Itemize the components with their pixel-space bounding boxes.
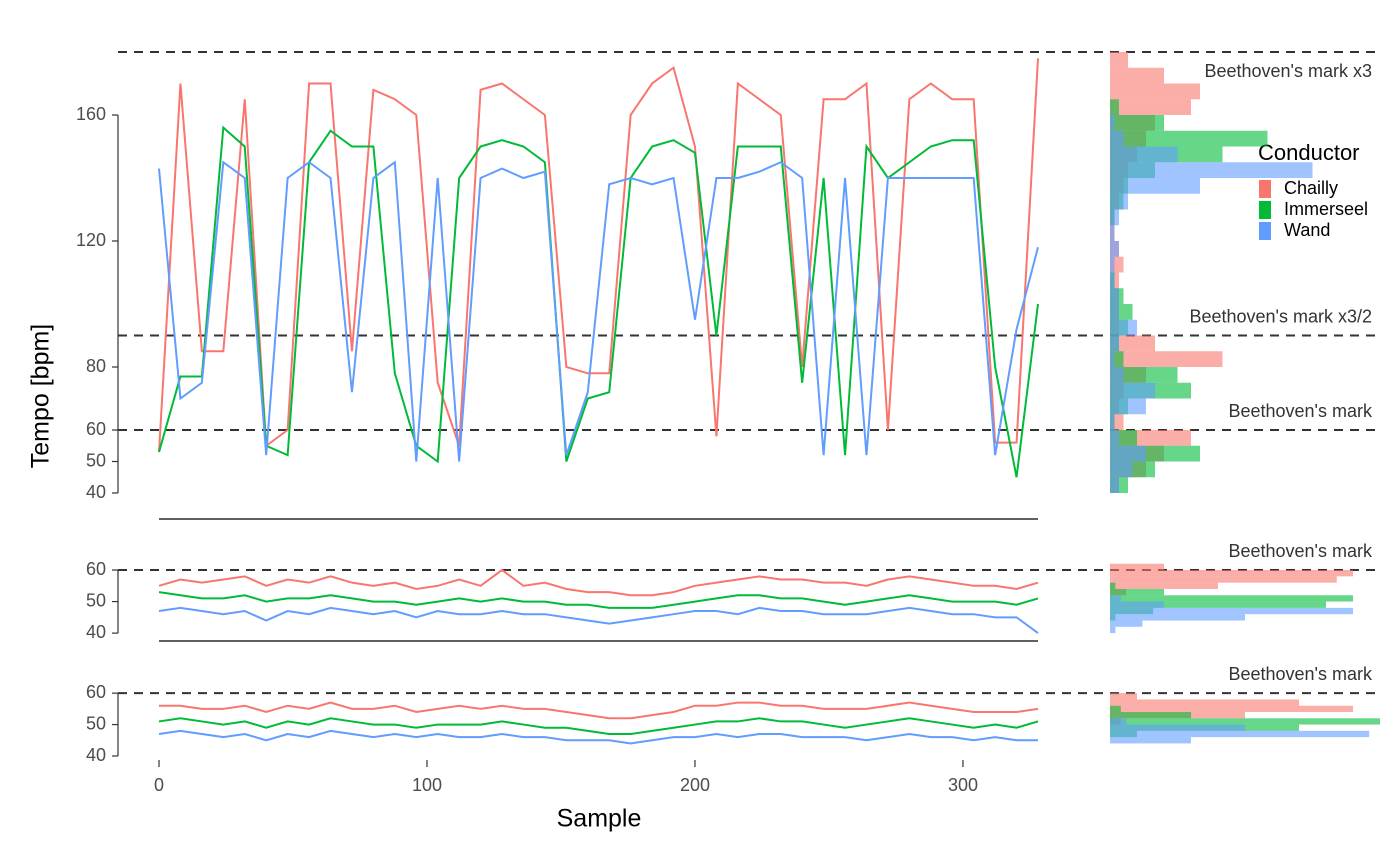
x-tick-label: 100 [412, 775, 442, 795]
histogram-bar [1110, 162, 1313, 178]
histogram-bar [1110, 582, 1218, 589]
data-line [159, 701, 1039, 720]
histogram-bar [1110, 225, 1115, 241]
histogram-bar [1110, 209, 1119, 226]
histogram-bar [1110, 351, 1115, 367]
data-line [158, 160, 1039, 462]
legend-title: Conductor [1258, 140, 1360, 165]
reference-label: Beethoven's mark [1228, 664, 1373, 684]
data-line [158, 591, 1039, 609]
histogram-bar [1110, 445, 1146, 462]
x-tick-label: 0 [154, 775, 164, 795]
y-tick-label: 40 [86, 745, 106, 765]
reference-label: Beethoven's mark [1228, 401, 1373, 421]
histogram-bar [1110, 272, 1115, 289]
histogram-bar [1110, 737, 1191, 744]
x-tick-label: 200 [680, 775, 710, 795]
histogram-bar [1110, 582, 1116, 589]
histogram-bar [1110, 178, 1200, 194]
histogram-bar [1110, 83, 1200, 100]
histogram-bar [1110, 588, 1164, 596]
histogram-bar [1110, 705, 1353, 712]
histogram-bar [1110, 67, 1164, 84]
y-tick-label: 50 [86, 713, 106, 733]
histogram-bar [1110, 614, 1245, 621]
histogram-bar [1110, 335, 1119, 352]
histogram-bar [1110, 115, 1115, 131]
data-line [158, 606, 1039, 634]
histogram-bar [1110, 620, 1143, 627]
histogram-bar [1110, 319, 1137, 336]
data-line [158, 125, 1039, 478]
histogram-bar [1110, 130, 1124, 147]
histogram-bar [1110, 601, 1326, 608]
histogram-bar [1110, 477, 1119, 493]
histogram-bar [1110, 626, 1116, 634]
y-tick-label: 50 [86, 590, 106, 610]
y-tick-label: 60 [86, 559, 106, 579]
reference-label: Beethoven's mark [1228, 541, 1373, 561]
histogram-bar [1110, 461, 1133, 478]
histogram-bar [1110, 241, 1119, 257]
x-tick-label: 300 [948, 775, 978, 795]
legend-label: Chailly [1284, 178, 1338, 198]
histogram-bar [1110, 99, 1191, 115]
histogram-bar [1110, 712, 1191, 719]
histogram-bar [1110, 563, 1164, 571]
legend-swatch [1259, 180, 1271, 198]
histogram-bar [1110, 724, 1245, 731]
histogram-bar [1110, 730, 1370, 738]
histogram-bar [1110, 288, 1119, 304]
histogram-bar [1110, 570, 1353, 577]
histogram-bar [1110, 304, 1119, 320]
histogram-bar [1110, 718, 1380, 725]
histogram-bar [1110, 595, 1353, 602]
reference-label: Beethoven's mark x3/2 [1189, 306, 1372, 326]
histogram-bar [1110, 699, 1299, 706]
histogram-bar [1110, 414, 1115, 430]
histogram-bar [1110, 351, 1223, 367]
data-line [158, 568, 1039, 597]
y-tick-label: 80 [86, 356, 106, 376]
histogram-bar [1110, 367, 1124, 383]
y-tick-label: 50 [86, 450, 106, 470]
histogram-bar [1110, 705, 1121, 712]
histogram-bar [1110, 99, 1119, 115]
legend-swatch [1259, 201, 1271, 219]
histogram-bar [1110, 115, 1164, 131]
y-tick-label: 40 [86, 482, 106, 502]
histogram-bar [1110, 601, 1164, 608]
histogram-bar [1110, 576, 1337, 583]
histogram-bar [1110, 718, 1127, 725]
histogram-bar [1110, 52, 1128, 68]
x-axis-title: Sample [557, 805, 642, 833]
histogram-bar [1110, 146, 1178, 163]
data-line [158, 729, 1038, 745]
legend-label: Wand [1284, 220, 1330, 240]
y-tick-label: 120 [76, 230, 106, 250]
histogram-bar [1110, 382, 1155, 399]
histogram-bar [1110, 430, 1119, 446]
histogram-bar [1110, 256, 1115, 273]
y-tick-label: 160 [76, 104, 106, 124]
y-tick-label: 40 [86, 622, 106, 642]
legend-swatch [1259, 222, 1271, 240]
histogram-bar [1110, 335, 1155, 352]
data-line [158, 58, 1039, 453]
histogram-bar [1110, 693, 1137, 700]
data-line [158, 717, 1039, 735]
histogram-bar [1110, 367, 1178, 383]
reference-label: Beethoven's mark x3 [1204, 61, 1372, 81]
y-axis-title: Tempo [bpm] [27, 324, 55, 469]
histogram-bar [1110, 130, 1268, 147]
histogram-bar [1110, 193, 1128, 210]
histogram-bar [1110, 398, 1146, 415]
y-tick-label: 60 [86, 682, 106, 702]
histogram-bar [1110, 607, 1353, 615]
histogram-bar [1110, 595, 1121, 602]
y-tick-label: 60 [86, 419, 106, 439]
legend-label: Immerseel [1284, 199, 1368, 219]
